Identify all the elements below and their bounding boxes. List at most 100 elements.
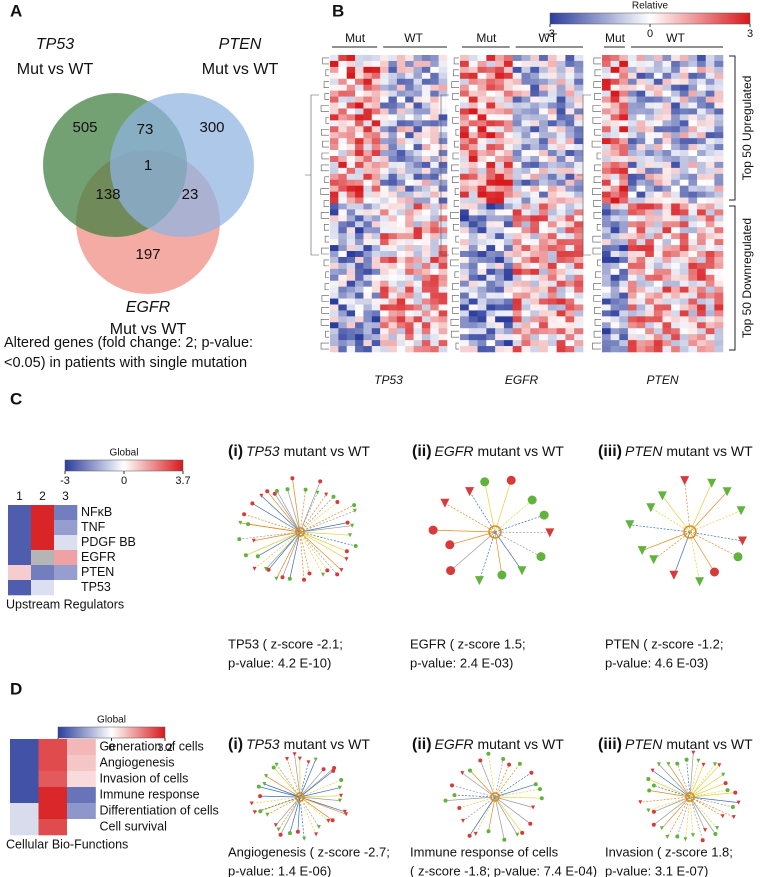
heatmap-cell bbox=[610, 90, 620, 97]
heatmap-cell bbox=[662, 197, 672, 204]
heatmap-cell bbox=[355, 90, 364, 97]
heatmap-cell bbox=[512, 268, 522, 276]
network-node bbox=[440, 498, 450, 508]
heatmap-cell bbox=[662, 239, 672, 246]
heatmap-cell bbox=[338, 310, 348, 317]
heatmap-cell bbox=[468, 155, 478, 163]
heatmap-cell bbox=[521, 66, 531, 74]
heatmap-cell bbox=[521, 72, 531, 80]
heatmap-cell bbox=[619, 150, 629, 157]
heatmap-cell bbox=[380, 286, 389, 293]
heatmap-cell bbox=[627, 298, 637, 305]
heatmap-cell bbox=[574, 280, 584, 287]
heatmap-cell bbox=[503, 322, 514, 329]
heatmap-cell bbox=[486, 251, 496, 258]
heatmap-cell bbox=[556, 150, 566, 157]
heatmap-cell bbox=[547, 155, 557, 163]
heatmap-cell bbox=[671, 256, 681, 264]
heatmap-cell bbox=[636, 60, 646, 68]
heatmap-cell bbox=[636, 108, 646, 115]
heatmap-cell bbox=[610, 316, 620, 323]
network-edge bbox=[676, 796, 691, 837]
heatmap-cell bbox=[547, 84, 557, 91]
heatmap-cell bbox=[486, 334, 496, 341]
heatmap-cell bbox=[371, 90, 381, 97]
heatmap-cell bbox=[54, 550, 78, 566]
network-edge bbox=[653, 796, 691, 825]
heatmap-cell bbox=[388, 72, 398, 80]
heatmap-cell bbox=[503, 340, 514, 347]
heatmap-cell bbox=[530, 78, 540, 85]
heatmap-cell bbox=[330, 197, 339, 204]
network-node bbox=[314, 832, 319, 837]
heatmap-cell bbox=[610, 203, 620, 210]
heatmap-cell bbox=[477, 245, 487, 252]
heatmap-cell bbox=[413, 167, 423, 175]
heatmap-cell bbox=[530, 155, 540, 163]
heatmap-cell bbox=[38, 803, 68, 820]
heatmap-cell bbox=[556, 262, 566, 270]
heatmap-cell bbox=[346, 179, 356, 186]
heatmap-cell bbox=[468, 310, 478, 317]
heatmap-cell bbox=[413, 251, 423, 258]
heatmap-cell bbox=[556, 120, 566, 127]
heatmap-cell bbox=[380, 274, 389, 282]
network-edge bbox=[299, 796, 320, 828]
heatmap-cell bbox=[521, 191, 531, 198]
heatmap-cell bbox=[338, 167, 348, 175]
heatmap-cell bbox=[430, 114, 439, 121]
heatmap-cell bbox=[565, 66, 575, 74]
network-node bbox=[695, 577, 705, 587]
heatmap-cell bbox=[645, 132, 655, 139]
heatmap-cell bbox=[547, 191, 557, 198]
heatmap-cell bbox=[486, 72, 496, 80]
heatmap-cell bbox=[679, 120, 689, 127]
network-node bbox=[275, 489, 279, 493]
heatmap-cell bbox=[653, 126, 663, 133]
heatmap-cell bbox=[363, 334, 373, 341]
heatmap-cell bbox=[574, 144, 584, 151]
heatmap-cell bbox=[636, 245, 646, 252]
heatmap-cell bbox=[556, 310, 566, 317]
heatmap-cell bbox=[530, 138, 540, 145]
heatmap-cell bbox=[530, 292, 540, 299]
heatmap-cell bbox=[338, 298, 348, 305]
heatmap-cell bbox=[645, 274, 655, 282]
heatmap-cell bbox=[714, 256, 724, 264]
heatmap-cell bbox=[662, 191, 672, 198]
heatmap-cell bbox=[539, 84, 549, 91]
heatmap-cell bbox=[355, 72, 364, 80]
network-node bbox=[302, 577, 306, 582]
heatmap-cell bbox=[495, 144, 505, 151]
heatmap-cell bbox=[662, 286, 672, 293]
heatmap-cell bbox=[556, 221, 566, 228]
heatmap-cell bbox=[477, 126, 487, 133]
heatmap-cell bbox=[645, 251, 655, 258]
heatmap-cell bbox=[714, 262, 724, 270]
heatmap-cell bbox=[619, 55, 629, 62]
heatmap-cell bbox=[330, 280, 339, 287]
heatmap-cell bbox=[547, 173, 557, 181]
heatmap-cell bbox=[355, 316, 364, 323]
heatmap-cell bbox=[330, 322, 339, 329]
network-edge bbox=[275, 796, 301, 826]
heatmap-cell bbox=[460, 167, 470, 175]
heatmap-cell bbox=[405, 262, 414, 270]
heatmap-cell bbox=[468, 102, 478, 109]
heatmap-cell bbox=[388, 268, 398, 276]
heatmap-cell bbox=[380, 268, 389, 276]
heatmap-cell bbox=[10, 771, 39, 788]
heatmap-cell bbox=[714, 179, 724, 186]
heatmap-cell bbox=[396, 280, 406, 287]
heatmap-cell bbox=[645, 185, 655, 192]
heatmap-cell bbox=[346, 108, 356, 115]
heatmap-cell bbox=[495, 233, 505, 240]
heatmap-cell bbox=[477, 191, 487, 198]
heatmap-cell bbox=[405, 185, 414, 192]
colorbar bbox=[57, 726, 166, 739]
heatmap-cell bbox=[380, 90, 389, 97]
heatmap-cell bbox=[388, 310, 398, 317]
heatmap-cell bbox=[503, 132, 514, 139]
heatmap-cell bbox=[512, 292, 522, 299]
heatmap-cell bbox=[697, 55, 707, 62]
